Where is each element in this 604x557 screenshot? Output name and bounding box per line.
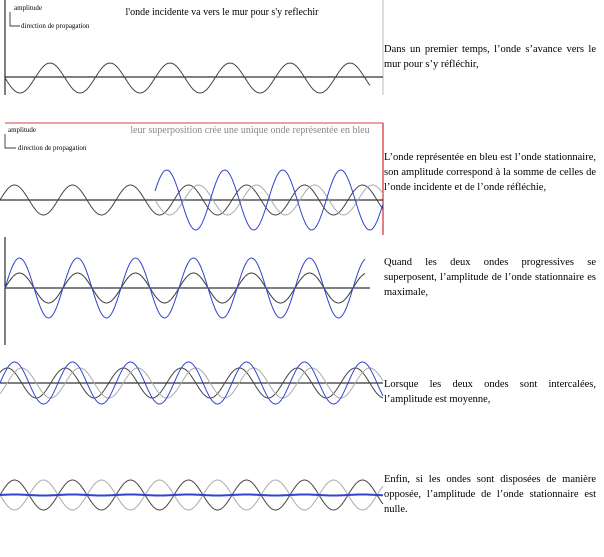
amplitude-label: amplitude — [8, 126, 36, 134]
panel-title: leur superposition crée une unique onde … — [130, 125, 369, 136]
wave — [0, 367, 384, 399]
wave — [0, 361, 384, 405]
caption: L’onde représentée en bleu est l’onde st… — [384, 152, 596, 193]
caption: Quand les deux ondes progressives se sup… — [384, 257, 596, 298]
wave — [4, 62, 371, 94]
caption: Dans un premier temps, l’onde s’avance v… — [384, 44, 596, 70]
wave — [4, 272, 366, 304]
direction-label: direction de propagation — [21, 22, 90, 30]
caption: Enfin, si les ondes sont disposées de ma… — [384, 474, 596, 515]
wave — [154, 169, 384, 231]
arrow — [9, 12, 20, 27]
caption: Lorsque les deux ondes sont intercalées,… — [384, 379, 596, 405]
arrow — [4, 134, 16, 149]
amplitude-label: amplitude — [14, 4, 42, 12]
panel-title: l'onde incidente va vers le mur pour s'y… — [126, 7, 320, 18]
wave — [4, 257, 366, 319]
direction-label: direction de propagation — [18, 144, 87, 152]
wave — [0, 367, 384, 399]
wave — [0, 184, 384, 216]
wave — [0, 493, 384, 497]
